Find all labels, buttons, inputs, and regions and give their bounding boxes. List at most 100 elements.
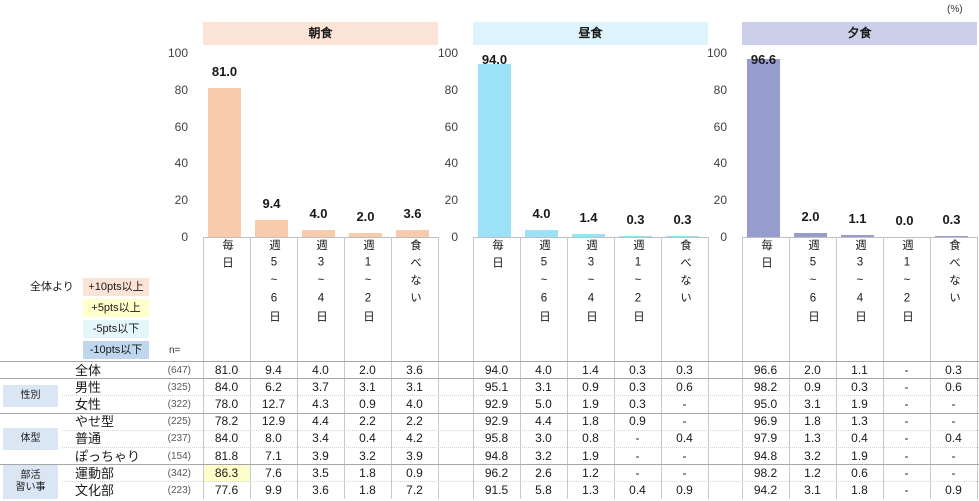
table-rule [0,412,979,414]
legend-item-minus-10pts: -10pts以下 [83,341,149,359]
dinner-category-label-5: 食べない [948,239,960,309]
table-cell: - [951,397,956,411]
table-cell: 0.9 [676,483,693,497]
lunch-y-tick-label: 80 [444,82,458,97]
dinner-category-label-4: 週1~2日 [901,239,913,328]
table-cell: 0.4 [629,483,646,497]
dinner-y-tick-label: 80 [713,82,727,97]
breakfast-y-tick-label: 0 [181,230,188,244]
row-label: 男性 [75,379,102,395]
table-cell: 81.0 [214,362,239,377]
row-label: 全体 [75,362,102,378]
breakfast-x-axis [203,237,438,238]
table-cell: 3.6 [312,483,329,497]
table-cell: 78.2 [214,414,239,429]
table-cell: 0.3 [629,397,646,411]
table-cell: 97.9 [753,431,778,446]
row-label: やせ型 [75,414,115,430]
table-cell: 3.9 [406,448,423,463]
breakfast-y-tick-label: 60 [174,119,188,134]
table-cell: 1.8 [804,414,821,429]
table-cell: 3.2 [359,448,376,463]
lunch-bar-value-label-4: 0.3 [626,212,645,228]
lunch-bar-3 [572,234,605,237]
table-cell: 81.8 [214,448,239,463]
table-cell: 96.2 [484,465,509,480]
lunch-y-tick-label: 60 [444,119,458,134]
lunch-bar-value-label-1: 94.0 [481,52,508,67]
dinner-y-tick-label: 60 [713,119,727,134]
table-cell: 0.3 [629,362,646,377]
table-cell: 12.9 [261,414,286,429]
dinner-y-tick-label: 40 [713,156,727,171]
lunch-y-tick-label: 100 [437,46,458,60]
table-cell: - [951,414,956,429]
table-cell: 1.9 [582,397,599,411]
breakfast-category-label-2: 週5~6日 [268,239,280,328]
dinner-bar-value-label-5: 0.3 [942,212,961,228]
breakfast-bar-value-label-4: 2.0 [356,209,375,225]
table-cell: 5.0 [535,397,552,411]
table-cell: - [904,448,909,463]
table-cell: 92.9 [484,414,509,429]
dinner-category-label-1: 毎日 [760,239,772,274]
table-cell: - [904,465,909,480]
dinner-y-tick-label: 20 [713,193,727,208]
unit-label: (%) [947,4,963,15]
row-sample-size: (647) [167,364,191,376]
legend-title: 全体より [30,281,74,293]
legend-item-minus-5pts: -5pts以下 [83,320,149,338]
breakfast-column-divider [250,237,251,499]
table-cell: 1.3 [851,414,868,429]
table-cell: 8.0 [265,431,282,446]
table-cell: 98.2 [753,465,778,480]
table-cell: 0.6 [851,465,868,480]
table-cell: 1.8 [582,414,599,429]
lunch-column-divider [520,237,521,499]
table-cell: 3.5 [312,465,329,480]
table-cell: 4.2 [406,431,423,446]
lunch-bar-4 [619,236,652,237]
breakfast-y-tick-label: 40 [174,156,188,171]
dinner-bar-3 [841,234,874,237]
table-cell: - [635,465,640,480]
dinner-y-tick-label: 0 [720,230,727,244]
dinner-column-divider [883,237,884,499]
breakfast-y-tick-label: 80 [174,82,188,97]
table-cell: 1.9 [851,397,868,411]
dinner-category-label-3: 週3~4日 [854,239,866,328]
table-cell: 3.2 [535,448,552,463]
dinner-header: 夕食 [742,22,977,45]
table-cell: 3.1 [359,379,376,394]
table-cell: 0.3 [629,379,646,394]
breakfast-y-tick-label: 20 [174,193,188,208]
table-rule [0,361,979,362]
breakfast-bar-value-label-2: 9.4 [262,195,281,211]
table-row-divider [62,395,979,397]
dinner-column-divider [977,237,978,499]
row-sample-size: (342) [167,467,191,479]
table-cell: 1.3 [582,483,599,497]
table-cell: - [904,483,909,497]
table-cell: 0.3 [851,379,868,394]
row-sample-size: (322) [167,399,191,410]
table-cell: 0.6 [676,379,693,394]
table-cell: - [904,414,909,429]
table-cell: 94.8 [753,448,778,463]
breakfast-category-label-5: 食べない [409,239,421,309]
table-cell: 3.2 [804,448,821,463]
breakfast-column-divider [344,237,345,499]
lunch-column-divider [567,237,568,499]
breakfast-category-label-3: 週3~4日 [315,239,327,328]
breakfast-category-label-4: 週1~2日 [362,239,374,328]
table-row-divider [62,429,979,431]
table-cell: 77.6 [214,483,239,497]
table-cell: 96.6 [753,362,778,377]
table-cell: 78.0 [214,397,239,411]
dinner-bar-2 [794,233,827,237]
table-cell: 3.1 [406,379,423,394]
row-sample-size: (154) [167,450,191,462]
legend-item-plus-10pts: +10pts以上 [83,278,149,296]
table-cell: 98.2 [753,379,778,394]
table-cell: 2.2 [359,414,376,429]
